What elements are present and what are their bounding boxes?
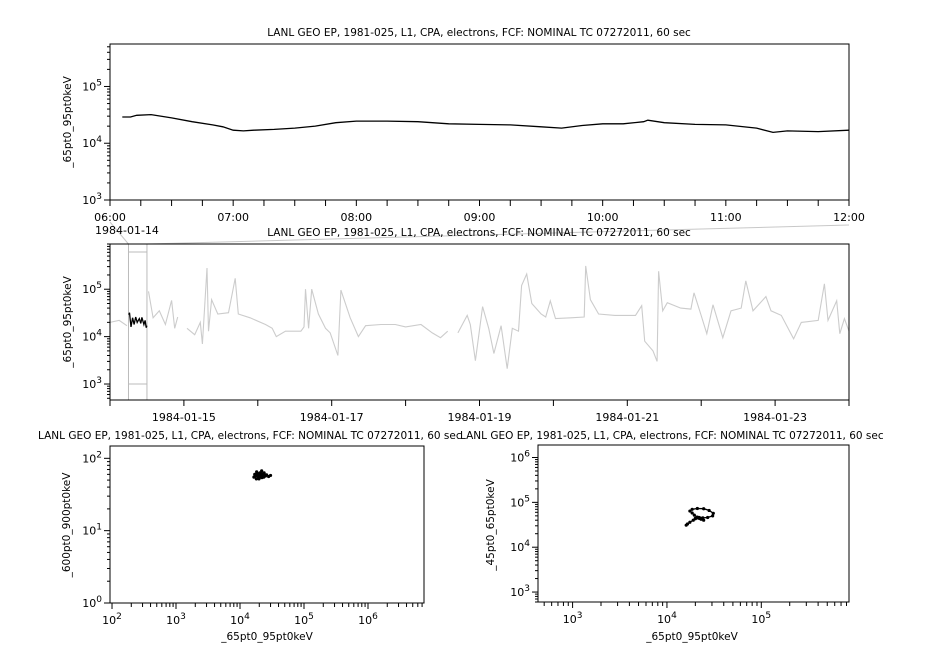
data-point — [262, 471, 266, 475]
data-point — [695, 506, 699, 511]
y-tick-label: 104 — [510, 539, 530, 554]
x-tick-label: 102 — [102, 612, 122, 627]
y-tick-label: 105 — [82, 78, 102, 93]
series-line-0 — [122, 113, 850, 134]
data-point — [254, 477, 258, 481]
data-point — [685, 522, 690, 526]
plot3-xlabel: _65pt0_95pt0keV — [220, 631, 313, 643]
plot4-scatter: 103 104 105 106 103 104 105 — [510, 444, 850, 626]
zoom-connector — [109, 221, 850, 245]
plot3-ylabel: _600pt0_900pt0keV — [61, 472, 73, 579]
data-point — [255, 470, 259, 474]
y-tick-label: 103 — [82, 192, 102, 207]
plot3-title: LANL GEO EP, 1981-025, L1, CPA, electron… — [38, 430, 462, 442]
plot1-ylabel: _65pt0_95pt0keV — [62, 75, 74, 168]
x-tick-label: 106 — [358, 612, 378, 627]
data-point — [693, 516, 697, 520]
data-point — [706, 515, 710, 520]
data-point — [692, 513, 696, 517]
x-tick-label: 06:00 — [94, 211, 126, 224]
y-tick-label: 105 — [510, 494, 530, 509]
data-point — [702, 507, 706, 511]
x-tick-label: 1984-01-15 — [152, 411, 216, 424]
x-tick-label: 08:00 — [340, 211, 372, 224]
plot-frame — [109, 243, 850, 401]
data-point — [257, 477, 261, 481]
plot2-ylabel: _65pt0_95pt0keV — [62, 275, 74, 368]
x-tick-label: 1984-01-19 — [448, 411, 512, 424]
plot-frame — [537, 444, 850, 603]
plot-frame — [109, 43, 850, 201]
y-tick-label: 103 — [82, 376, 102, 391]
plot2-timeseries: 103 104 105 1984-01-15 1984-01-17 1984-01-19 1… — [82, 243, 850, 424]
data-point — [690, 507, 694, 511]
series-line-1 — [128, 312, 148, 328]
x-tick-label: 1984-01-17 — [300, 411, 364, 424]
series-line-0 — [109, 265, 850, 369]
x-tick-label: 11:00 — [710, 211, 742, 224]
x-tick-label: 104 — [230, 612, 250, 627]
x-tick-label: 10:00 — [587, 211, 619, 224]
data-point — [688, 509, 692, 513]
plot1-timeseries: 103 104 105 06:00 07:00 08:00 09:00 10:00 11:00 1… — [82, 43, 865, 224]
plot-frame — [109, 445, 425, 604]
plot4-ylabel: _45pt0_65pt0keV — [485, 478, 497, 571]
connector-left-line — [109, 221, 129, 245]
x-tick-label: 103 — [166, 612, 186, 627]
y-tick-label: 101 — [82, 523, 102, 538]
plot3-scatter: 100 101 102 102 103 104 105 106 — [82, 445, 425, 627]
x-tick-label: 105 — [294, 612, 314, 627]
y-tick-label: 104 — [82, 135, 102, 150]
plot4-xlabel: _65pt0_95pt0keV — [645, 631, 738, 643]
data-point — [268, 473, 273, 478]
x-tick-label: 07:00 — [217, 211, 249, 224]
data-point — [260, 469, 264, 473]
y-tick-label: 103 — [510, 584, 530, 599]
plot1-date-label: 1984-01-14 — [95, 224, 159, 237]
y-tick-label: 105 — [82, 281, 102, 296]
x-tick-label: 09:00 — [464, 211, 496, 224]
data-point — [697, 515, 701, 520]
data-point — [711, 511, 715, 515]
plot4-title: LANL GEO EP, 1981-025, L1, CPA, electron… — [460, 430, 884, 442]
x-tick-label: 12:00 — [833, 211, 865, 224]
y-tick-label: 104 — [82, 329, 102, 344]
y-tick-label: 100 — [82, 595, 102, 610]
y-tick-label: 106 — [510, 450, 530, 465]
data-point — [711, 514, 715, 518]
plot2-title: LANL GEO EP, 1981-025, L1, CPA, electron… — [267, 227, 691, 239]
data-point — [707, 508, 711, 513]
x-tick-label: 1984-01-23 — [743, 411, 807, 424]
x-tick-label: 105 — [751, 611, 771, 626]
data-point — [688, 520, 692, 524]
x-tick-label: 103 — [563, 611, 583, 626]
data-point — [701, 516, 705, 520]
x-tick-label: 1984-01-21 — [595, 411, 659, 424]
x-tick-label: 104 — [657, 611, 677, 626]
connector-right-line — [146, 224, 850, 245]
data-point — [690, 511, 694, 515]
plot1-title: LANL GEO EP, 1981-025, L1, CPA, electron… — [267, 27, 691, 39]
y-tick-label: 102 — [82, 450, 102, 465]
